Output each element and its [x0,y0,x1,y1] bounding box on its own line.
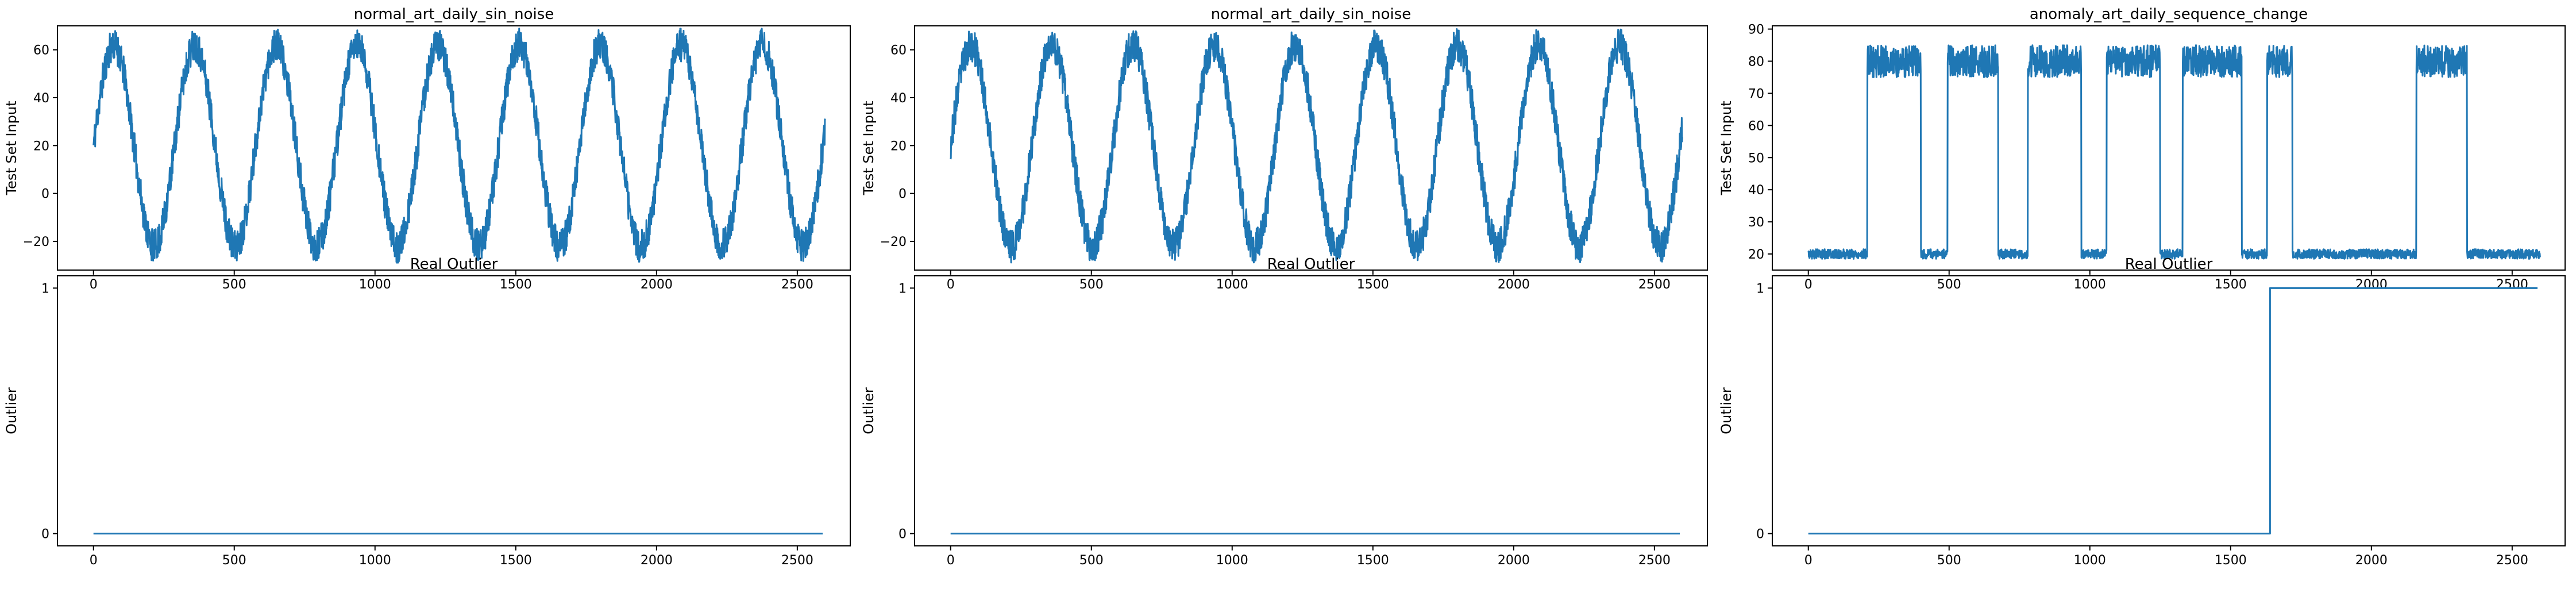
x-tick-label: 1500 [2215,278,2247,292]
x-tick-label: 1000 [1216,553,1248,568]
x-tick-label: 1000 [1216,278,1248,292]
subplot-6: Real Outlier 0 500 1000 1500 2000 2500 0 1 Outlie… [1718,256,2566,568]
axes-frame [1772,25,2566,271]
x-tick-label: 1500 [500,553,532,568]
axes-frame [1772,275,2566,546]
y-axis-label: Test Set Input [861,101,877,195]
x-tick-label: 2500 [2496,278,2528,292]
x-tick-label: 500 [1937,278,1961,292]
subplot-title: Real Outlier [410,256,498,273]
x-tick-label: 2000 [2355,553,2388,568]
x-tick-label: 500 [1937,553,1961,568]
axes-frame [914,25,1708,271]
y-axis-label: Outlier [861,387,877,434]
y-tick-label: 20 [1748,248,1764,262]
y-tick-label: 60 [1748,119,1764,133]
y-tick-label: 40 [890,91,907,106]
x-tick-label: 0 [947,278,955,292]
x-tick-label: 1500 [500,278,532,292]
x-tick-label: 500 [1079,553,1104,568]
axes-frame [914,275,1708,546]
series-line [1808,287,2538,535]
y-tick-label: 80 [1748,55,1764,70]
x-tick-label: 2500 [2496,553,2528,568]
x-tick-label: 2500 [781,278,813,292]
subplot-5: Real Outlier 0 500 1000 1500 2000 2500 0 1 Outlie… [861,256,1708,568]
y-tick-label: −20 [23,235,49,249]
subplot-2: normal_art_daily_sin_noise 0 500 1000 1500 20… [861,6,1708,292]
y-tick-label: −20 [880,235,907,249]
y-axis-label: Test Set Input [3,101,20,195]
x-tick-label: 2500 [1638,278,1671,292]
subplot-1: normal_art_daily_sin_noise 0 500 1000 1500 20… [3,6,851,292]
x-tick-label: 2000 [641,553,673,568]
series-line [92,28,826,264]
subplot-title: anomaly_art_daily_sequence_change [2030,6,2308,23]
y-tick-label: 0 [898,527,907,542]
subplot-4: Real Outlier 0 500 1000 1500 2000 2500 0 1 Outlie… [3,256,851,568]
y-tick-label: 30 [1748,215,1764,230]
subplot-3: anomaly_art_daily_sequence_change 0 500 100… [1718,6,2566,292]
x-tick-label: 500 [1079,278,1104,292]
x-tick-label: 0 [947,553,955,568]
x-tick-label: 1500 [1357,553,1389,568]
series-line [1807,44,2541,260]
subplot-title: normal_art_daily_sin_noise [1211,6,1412,23]
y-tick-label: 60 [890,44,907,58]
series-line [950,28,1683,264]
x-tick-label: 500 [222,553,246,568]
y-tick-label: 70 [1748,87,1764,101]
x-tick-label: 0 [90,553,98,568]
x-tick-label: 1000 [2074,278,2106,292]
y-tick-label: 90 [1748,23,1764,37]
subplot-title: Real Outlier [2125,256,2213,273]
y-tick-label: 0 [1756,527,1764,542]
y-tick-label: 20 [33,139,49,153]
y-axis-label: Test Set Input [1718,101,1734,195]
x-tick-label: 1500 [2215,553,2247,568]
x-tick-label: 2000 [1498,278,1530,292]
x-tick-label: 1000 [359,553,391,568]
x-tick-label: 500 [222,278,246,292]
y-tick-label: 40 [33,91,49,106]
x-tick-label: 2500 [1638,553,1671,568]
y-tick-label: 1 [898,282,907,296]
y-tick-label: 0 [41,187,49,202]
y-tick-label: 0 [898,187,907,202]
y-tick-label: 40 [1748,183,1764,198]
x-tick-label: 2500 [781,553,813,568]
axes-frame [57,25,851,271]
y-tick-label: 50 [1748,151,1764,165]
x-tick-label: 1500 [1357,278,1389,292]
y-tick-label: 0 [41,527,49,542]
subplot-title: normal_art_daily_sin_noise [354,6,554,23]
x-tick-label: 0 [1804,553,1813,568]
subplot-title: Real Outlier [1267,256,1355,273]
x-tick-label: 1000 [359,278,391,292]
y-tick-label: 20 [890,139,907,153]
y-axis-label: Outlier [1718,387,1734,434]
axes-frame [57,275,851,546]
x-tick-label: 2000 [641,278,673,292]
x-tick-label: 2000 [1498,553,1530,568]
x-tick-label: 1000 [2074,553,2106,568]
x-tick-label: 2000 [2355,278,2388,292]
y-tick-label: 1 [41,282,49,296]
y-tick-label: 60 [33,44,49,58]
y-tick-label: 1 [1756,282,1764,296]
x-tick-label: 0 [90,278,98,292]
x-tick-label: 0 [1804,278,1813,292]
y-axis-label: Outlier [3,387,20,434]
